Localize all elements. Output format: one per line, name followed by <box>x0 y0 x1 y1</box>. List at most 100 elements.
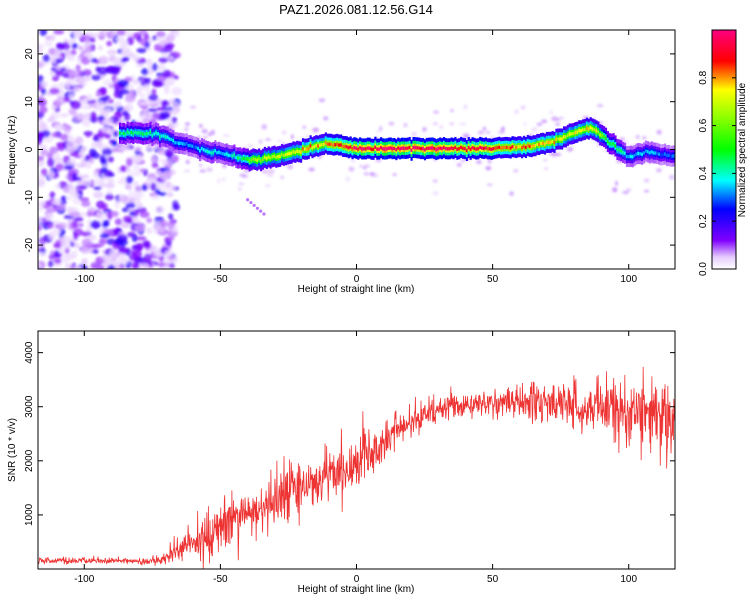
spectrogram-halo-cell <box>362 165 367 170</box>
spectrogram-noise-cell <box>71 220 78 229</box>
spectrogram-noise-cell <box>143 253 152 263</box>
spectrogram-halo-cell <box>487 158 492 164</box>
spectrogram-noise-cell <box>104 182 115 189</box>
spectrogram-ridge-cell <box>665 153 669 158</box>
spectrogram-ridge-cell <box>570 132 573 136</box>
spectrogram-ridge-cell <box>225 152 228 156</box>
spectrogram-noise-cell <box>114 218 123 226</box>
spectrogram-noise-cell <box>63 243 71 249</box>
spectrogram-noise-cell <box>135 236 147 241</box>
snr-plot-background <box>38 331 675 569</box>
spectrogram-ridge-cell <box>616 147 619 152</box>
spectrogram-ridge-cell <box>568 132 571 136</box>
spectrogram-noise-cell <box>80 246 90 255</box>
spectrogram-noise-cell <box>59 113 69 118</box>
spectrogram-ridge-cell <box>412 145 415 150</box>
spectrogram-ridge-cell <box>591 127 594 131</box>
spectrogram-ridge-cell <box>334 143 337 147</box>
spectrogram-halo-cell <box>642 135 647 140</box>
spectrogram-noise-cell <box>159 219 168 228</box>
spectrogram-noise-cell <box>117 179 125 185</box>
spectrogram-halo-cell <box>544 167 548 170</box>
spectrogram-ridge-cell <box>501 146 505 150</box>
spectrogram-noise-cell <box>66 160 77 167</box>
spectrogram-ridge-cell <box>246 157 249 161</box>
spectrogram-noise-cell <box>161 51 169 59</box>
spectrogram-ridge-cell <box>357 147 360 151</box>
spectrogram-noise-cell <box>152 112 160 118</box>
spectrogram-ridge-cell <box>381 147 385 151</box>
spectrogram-noise-cell <box>109 249 119 258</box>
spectrogram-ridge-cell <box>402 146 406 150</box>
spectrogram-ridge-cell <box>130 130 133 135</box>
spectrogram-noise-cell <box>90 220 101 229</box>
spectrogram-ridge-cell <box>509 146 512 150</box>
spectrogram-halo-cell <box>276 139 283 143</box>
spectrogram-noise-cell <box>155 76 165 81</box>
spectrogram-ridge-cell <box>284 152 287 157</box>
spectrogram-halo-cell <box>238 182 245 186</box>
spectrogram-halo-cell <box>265 138 272 142</box>
spectrogram-noise-cell <box>99 154 106 164</box>
spectrogram-ridge-cell <box>204 149 207 153</box>
spectrogram-ridge-cell <box>233 153 236 157</box>
spectrogram-noise-cell <box>143 77 152 83</box>
spectrogram-halo-cell <box>302 125 307 129</box>
spectrogram-noise-cell <box>143 84 150 93</box>
spectrogram-noise-cell <box>48 260 54 268</box>
spectrogram-noise-cell <box>38 160 45 168</box>
spectrogram-halo-cell <box>167 118 172 122</box>
spectrogram-noise-cell <box>39 30 48 37</box>
spectrogram-noise-cell <box>38 215 43 225</box>
spectrogram-halo-cell <box>656 129 662 135</box>
spectrogram-ridge-cell <box>185 141 188 146</box>
spectrogram-noise-cell <box>100 166 108 173</box>
spectrogram-noise-cell <box>85 242 94 249</box>
spectrogram-ridge-cell <box>471 146 474 150</box>
spectrogram-noise-cell <box>84 45 93 54</box>
spectrogram-ridge-cell <box>650 150 653 154</box>
spectrogram-noise-cell <box>132 54 140 62</box>
spectrogram-noise-cell <box>65 80 71 89</box>
spectrogram-noise-cell <box>52 227 62 236</box>
spectrogram-noise-cell <box>118 247 129 254</box>
spectrogram-noise-cell <box>136 86 143 95</box>
spectrogram-noise-cell <box>111 139 118 147</box>
spectrogram-ridge-cell <box>599 133 602 137</box>
spectrogram-halo-cell <box>348 166 355 172</box>
spectrogram-ridge-cell <box>463 146 467 151</box>
spectrogram-ridge-cell <box>511 145 514 149</box>
spectrogram-noise-cell <box>67 183 74 189</box>
snr-y-label: SNR (10 * v/v) <box>7 418 18 482</box>
spectrogram-noise-cell <box>114 87 120 94</box>
spectrogram-noise-cell <box>171 116 178 124</box>
spectrogram-ridge-cell <box>208 150 211 154</box>
spectrogram-ridge-cell <box>303 147 307 151</box>
spectrogram-noise-cell <box>56 65 62 71</box>
spectrogram-ridge-cell <box>168 137 171 141</box>
spectrogram-ridge-cell <box>475 147 478 151</box>
spectrogram-ridge-cell <box>153 132 156 136</box>
spectrogram-artifact-cell <box>262 212 266 216</box>
spectrogram-ridge-cell <box>410 148 413 152</box>
spectrogram-ridge-cell <box>359 146 362 150</box>
spectrogram-noise-cell <box>103 107 112 114</box>
spectrogram-noise-cell <box>158 57 168 64</box>
spectrogram-noise-cell <box>168 213 174 220</box>
spectrogram-halo-cell <box>184 169 191 173</box>
snr-y-tick-label: 3000 <box>24 395 35 418</box>
spectrogram-halo-cell <box>184 122 191 126</box>
spectrogram-noise-cell <box>40 168 48 177</box>
spectrogram-ridge-cell <box>444 146 448 151</box>
spectrogram-ridge-cell <box>330 142 333 147</box>
spectrogram-noise-cell <box>90 152 100 159</box>
spectrogram-noise-cell <box>57 86 64 96</box>
spectrogram-ridge-cell <box>328 142 331 146</box>
snr-x-tick-label: -100 <box>74 574 94 585</box>
spectrogram-ridge-cell <box>578 129 581 133</box>
spectrogram-noise-cell <box>165 34 175 43</box>
spectrogram-noise-cell <box>87 234 97 241</box>
spectrogram-noise-cell <box>102 118 113 126</box>
spectrogram-ridge-cell <box>530 144 533 149</box>
spectrogram-ridge-cell <box>656 151 659 156</box>
